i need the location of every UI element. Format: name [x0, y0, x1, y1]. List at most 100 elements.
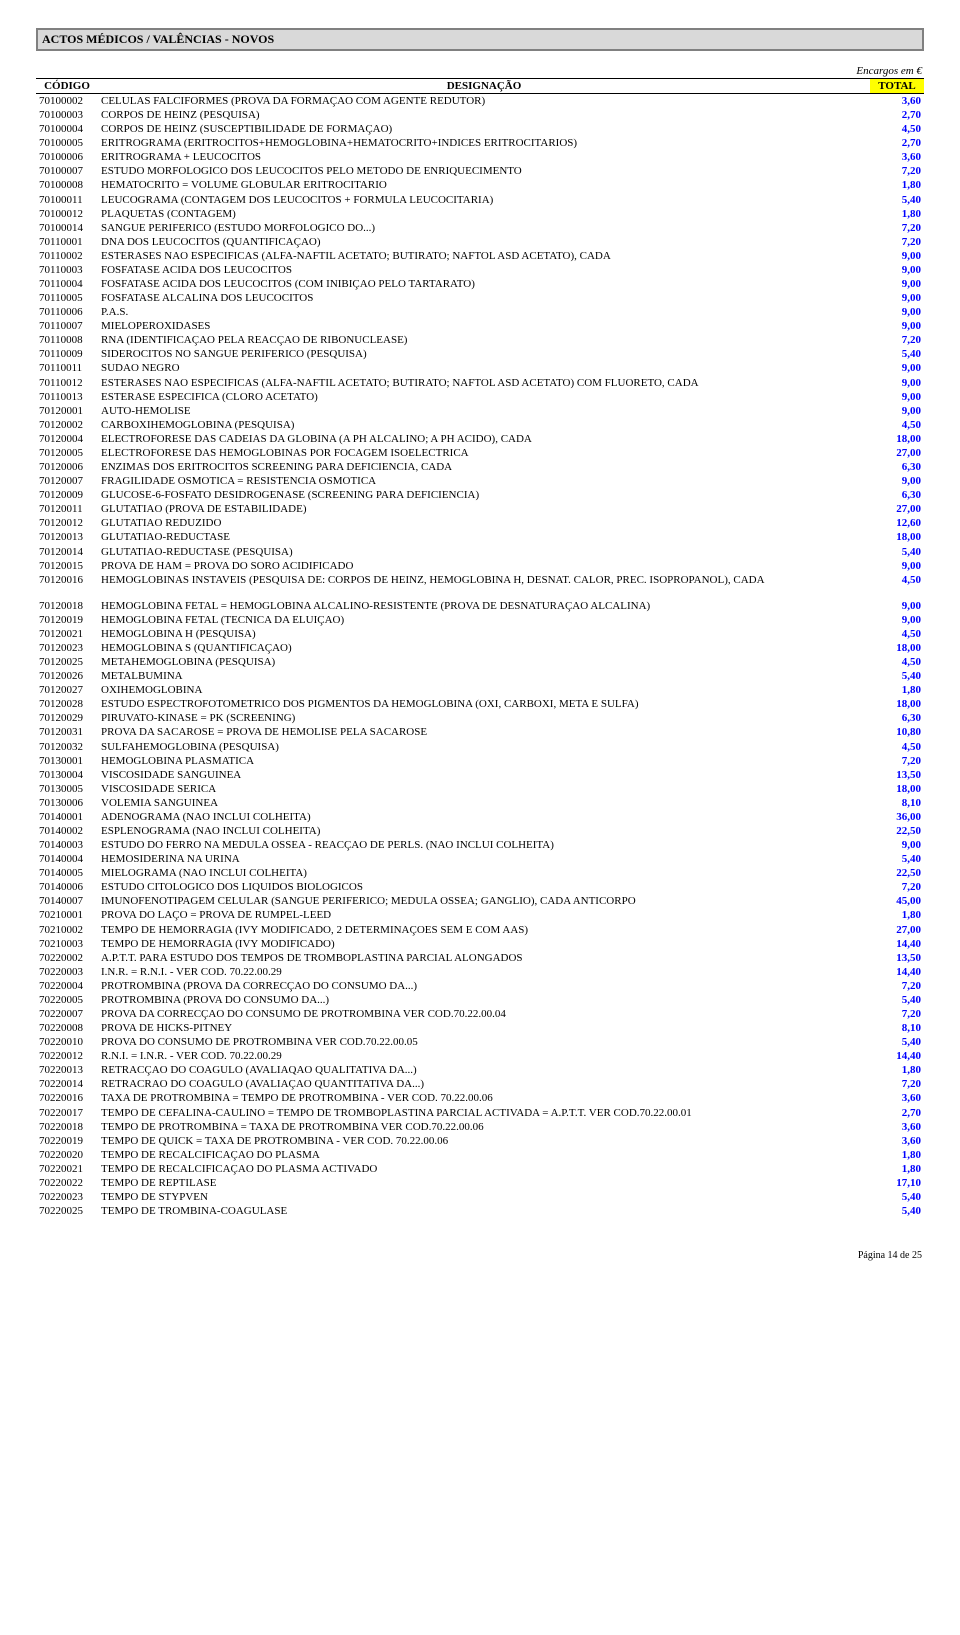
cell-total: 9,00	[870, 319, 924, 333]
cell-desc: GLUCOSE-6-FOSFATO DESIDROGENASE (SCREENI…	[98, 488, 870, 502]
cell-total: 8,10	[870, 796, 924, 810]
cell-desc: HEMOGLOBINA H (PESQUISA)	[98, 627, 870, 641]
table-row: 70220004PROTROMBINA (PROVA DA CORRECÇAO …	[36, 979, 924, 993]
cell-desc: GLUTATIAO REDUZIDO	[98, 516, 870, 530]
cell-desc: CARBOXIHEMOGLOBINA (PESQUISA)	[98, 418, 870, 432]
cell-code: 70220019	[36, 1134, 98, 1148]
cell-desc: ERITROGRAMA + LEUCOCITOS	[98, 150, 870, 164]
cell-total: 7,20	[870, 164, 924, 178]
cell-desc: GLUTATIAO-REDUCTASE	[98, 530, 870, 544]
cell-code: 70120023	[36, 641, 98, 655]
cell-code: 70210002	[36, 923, 98, 937]
table-row: 70220003I.N.R. = R.N.I. - VER COD. 70.22…	[36, 965, 924, 979]
cell-total: 7,20	[870, 979, 924, 993]
table-row: 70120032SULFAHEMOGLOBINA (PESQUISA)4,50	[36, 740, 924, 754]
cell-desc: IMUNOFENOTIPAGEM CELULAR (SANGUE PERIFER…	[98, 894, 870, 908]
cell-code: 70100012	[36, 207, 98, 221]
cell-desc: TAXA DE PROTROMBINA = TEMPO DE PROTROMBI…	[98, 1091, 870, 1105]
table-row: 70110008RNA (IDENTIFICAÇAO PELA REACÇAO …	[36, 333, 924, 347]
cell-desc: ESTUDO CITOLOGICO DOS LIQUIDOS BIOLOGICO…	[98, 880, 870, 894]
table-row: 70220019TEMPO DE QUICK = TAXA DE PROTROM…	[36, 1134, 924, 1148]
cell-code: 70120005	[36, 446, 98, 460]
cell-code: 70120015	[36, 559, 98, 573]
cell-code: 70220012	[36, 1049, 98, 1063]
cell-code: 70120007	[36, 474, 98, 488]
table-row: 70100012PLAQUETAS (CONTAGEM)1,80	[36, 207, 924, 221]
cell-code: 70130004	[36, 768, 98, 782]
cell-desc: PLAQUETAS (CONTAGEM)	[98, 207, 870, 221]
cell-total: 9,00	[870, 277, 924, 291]
cell-code: 70140004	[36, 852, 98, 866]
table-row: 70120031PROVA DA SACAROSE = PROVA DE HEM…	[36, 725, 924, 739]
table-row: 70120006ENZIMAS DOS ERITROCITOS SCREENIN…	[36, 460, 924, 474]
cell-code: 70220013	[36, 1063, 98, 1077]
table-row: 70120014GLUTATIAO-REDUCTASE (PESQUISA)5,…	[36, 545, 924, 559]
table-row: 70220002A.P.T.T. PARA ESTUDO DOS TEMPOS …	[36, 951, 924, 965]
table-row: 70110009SIDEROCITOS NO SANGUE PERIFERICO…	[36, 347, 924, 361]
cell-code: 70100006	[36, 150, 98, 164]
table-row: 70120023HEMOGLOBINA S (QUANTIFICAÇAO)18,…	[36, 641, 924, 655]
cell-code: 70120032	[36, 740, 98, 754]
cell-code: 70220014	[36, 1077, 98, 1091]
table-row: 70210001PROVA DO LAÇO = PROVA DE RUMPEL-…	[36, 908, 924, 922]
cell-total: 7,20	[870, 1077, 924, 1091]
cell-desc: CORPOS DE HEINZ (SUSCEPTIBILIDADE DE FOR…	[98, 122, 870, 136]
cell-code: 70100005	[36, 136, 98, 150]
table-row: 70110005FOSFATASE ALCALINA DOS LEUCOCITO…	[36, 291, 924, 305]
table-row: 70120025METAHEMOGLOBINA (PESQUISA)4,50	[36, 655, 924, 669]
cell-total: 1,80	[870, 1148, 924, 1162]
cell-code: 70110008	[36, 333, 98, 347]
cell-total: 5,40	[870, 669, 924, 683]
cell-desc: FOSFATASE ACIDA DOS LEUCOCITOS (COM INIB…	[98, 277, 870, 291]
cell-desc: TEMPO DE PROTROMBINA = TAXA DE PROTROMBI…	[98, 1120, 870, 1134]
cell-desc: PIRUVATO-KINASE = PK (SCREENING)	[98, 711, 870, 725]
col-header-total: TOTAL	[870, 79, 924, 94]
cell-desc: PROVA DA CORRECÇAO DO CONSUMO DE PROTROM…	[98, 1007, 870, 1021]
table-row: 70220021TEMPO DE RECALCIFICAÇAO DO PLASM…	[36, 1162, 924, 1176]
cell-desc: HEMOGLOBINA FETAL (TECNICA DA ELUIÇAO)	[98, 613, 870, 627]
cell-desc: HEMATOCRITO = VOLUME GLOBULAR ERITROCITA…	[98, 178, 870, 192]
table-row: 70220022TEMPO DE REPTILASE17,10	[36, 1176, 924, 1190]
cell-desc: METAHEMOGLOBINA (PESQUISA)	[98, 655, 870, 669]
table-row: 70220008PROVA DE HICKS-PITNEY8,10	[36, 1021, 924, 1035]
cell-total: 1,80	[870, 178, 924, 192]
table-row: 70220020TEMPO DE RECALCIFICAÇAO DO PLASM…	[36, 1148, 924, 1162]
table-row: 70130005VISCOSIDADE SERICA18,00	[36, 782, 924, 796]
table-row: 70110011SUDAO NEGRO9,00	[36, 361, 924, 375]
cell-total: 2,70	[870, 1106, 924, 1120]
cell-total: 13,50	[870, 768, 924, 782]
encargos-label: Encargos em €	[36, 65, 924, 77]
cell-total: 7,20	[870, 221, 924, 235]
table-row: 70120019HEMOGLOBINA FETAL (TECNICA DA EL…	[36, 613, 924, 627]
cell-code: 70140002	[36, 824, 98, 838]
cell-code: 70130001	[36, 754, 98, 768]
cell-desc: SIDEROCITOS NO SANGUE PERIFERICO (PESQUI…	[98, 347, 870, 361]
cell-desc: PROVA DA SACAROSE = PROVA DE HEMOLISE PE…	[98, 725, 870, 739]
table-row: 70100005ERITROGRAMA (ERITROCITOS+HEMOGLO…	[36, 136, 924, 150]
table-row: 70120011GLUTATIAO (PROVA DE ESTABILIDADE…	[36, 502, 924, 516]
table-row: 70100007ESTUDO MORFOLOGICO DOS LEUCOCITO…	[36, 164, 924, 178]
cell-desc: PROTROMBINA (PROVA DA CORRECÇAO DO CONSU…	[98, 979, 870, 993]
page: ACTOS MÉDICOS / VALÊNCIAS - NOVOS Encarg…	[0, 0, 960, 1281]
table-row: 70100006ERITROGRAMA + LEUCOCITOS3,60	[36, 150, 924, 164]
cell-code: 70100008	[36, 178, 98, 192]
cell-total: 14,40	[870, 965, 924, 979]
cell-desc: A.P.T.T. PARA ESTUDO DOS TEMPOS DE TROMB…	[98, 951, 870, 965]
cell-code: 70140006	[36, 880, 98, 894]
table-row: 70120027OXIHEMOGLOBINA1,80	[36, 683, 924, 697]
table-row: 70120004ELECTROFORESE DAS CADEIAS DA GLO…	[36, 432, 924, 446]
table-row: 70110006P.A.S.9,00	[36, 305, 924, 319]
cell-desc: CORPOS DE HEINZ (PESQUISA)	[98, 108, 870, 122]
cell-total: 9,00	[870, 838, 924, 852]
cell-total: 6,30	[870, 460, 924, 474]
cell-total: 18,00	[870, 530, 924, 544]
table-row: 70120018HEMOGLOBINA FETAL = HEMOGLOBINA …	[36, 599, 924, 613]
cell-total: 27,00	[870, 446, 924, 460]
cell-code: 70110006	[36, 305, 98, 319]
cell-total: 5,40	[870, 993, 924, 1007]
cell-desc: R.N.I. = I.N.R. - VER COD. 70.22.00.29	[98, 1049, 870, 1063]
cell-code: 70210003	[36, 937, 98, 951]
cell-code: 70110001	[36, 235, 98, 249]
cell-total: 1,80	[870, 908, 924, 922]
cell-total: 14,40	[870, 1049, 924, 1063]
